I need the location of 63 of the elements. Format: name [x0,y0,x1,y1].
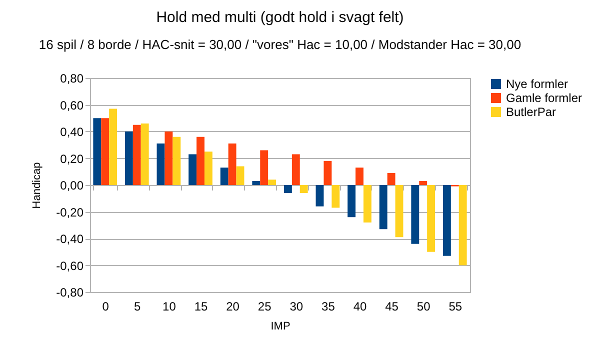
y-tick-label: 0,60 [60,98,84,112]
x-tick-label: 30 [290,300,304,314]
x-tick-label: 10 [162,300,176,314]
bar [324,160,332,185]
x-tick-label: 45 [385,300,399,314]
x-tick-label: 35 [322,300,336,314]
bar [101,118,110,185]
x-tick-label: 5 [134,300,142,314]
bar [236,166,244,185]
x-tick-label: 40 [353,300,367,314]
bar [268,180,276,185]
bar [419,180,428,185]
bar [458,185,467,266]
bar [228,144,236,185]
bar [332,185,340,208]
bar [188,154,197,185]
x-tick-label: 50 [416,300,431,314]
bar [292,154,300,185]
x-tick-label: 15 [194,300,208,314]
x-tick-label: 55 [448,300,462,314]
bar [284,185,292,194]
bar [442,185,451,256]
bar [316,185,324,206]
x-tick-label: 25 [258,300,272,314]
bar [196,136,204,185]
x-axis-title: IMP [270,320,290,332]
bar [379,185,388,230]
bar [252,180,260,185]
y-tick-label: -0,40 [56,232,84,246]
legend-label: Nye formler [506,77,568,91]
bar [220,168,228,185]
x-tick-label: 20 [226,300,240,314]
bar [132,124,141,185]
chart-title: Hold med multi (godt hold i svagt felt) [156,9,404,26]
bar [387,172,396,185]
bar [156,144,165,185]
bar [300,185,308,194]
bar [172,136,181,185]
bar [427,185,436,252]
y-tick-label: -0,60 [56,258,84,273]
bar [93,118,102,185]
bar [109,108,118,185]
y-tick-label: 0,40 [60,125,84,139]
legend-label: Gamle formler [506,91,582,105]
bar [164,132,173,185]
x-tick-label: 0 [102,300,110,314]
y-tick-label: 0,20 [60,152,84,166]
y-tick-label: 0,80 [60,72,84,86]
bar [356,168,364,185]
bar [204,152,212,185]
y-tick-label: -0,20 [56,205,84,220]
bar [260,150,268,185]
bar [363,185,372,222]
bar [348,185,356,218]
bar [124,132,133,185]
y-tick-label: -0,80 [56,286,84,300]
y-tick-label: 0,00 [60,178,84,192]
bar [411,185,420,244]
legend-label: ButlerPar [506,105,556,119]
bar [140,123,149,185]
chart-subtitle: 16 spil / 8 borde / HAC-snit = 30,00 / "vores" Hac = 10,00 / Modstander Hac = 30,00 [38,37,522,52]
y-axis-title: Handicap [31,162,44,209]
bar [395,185,404,238]
